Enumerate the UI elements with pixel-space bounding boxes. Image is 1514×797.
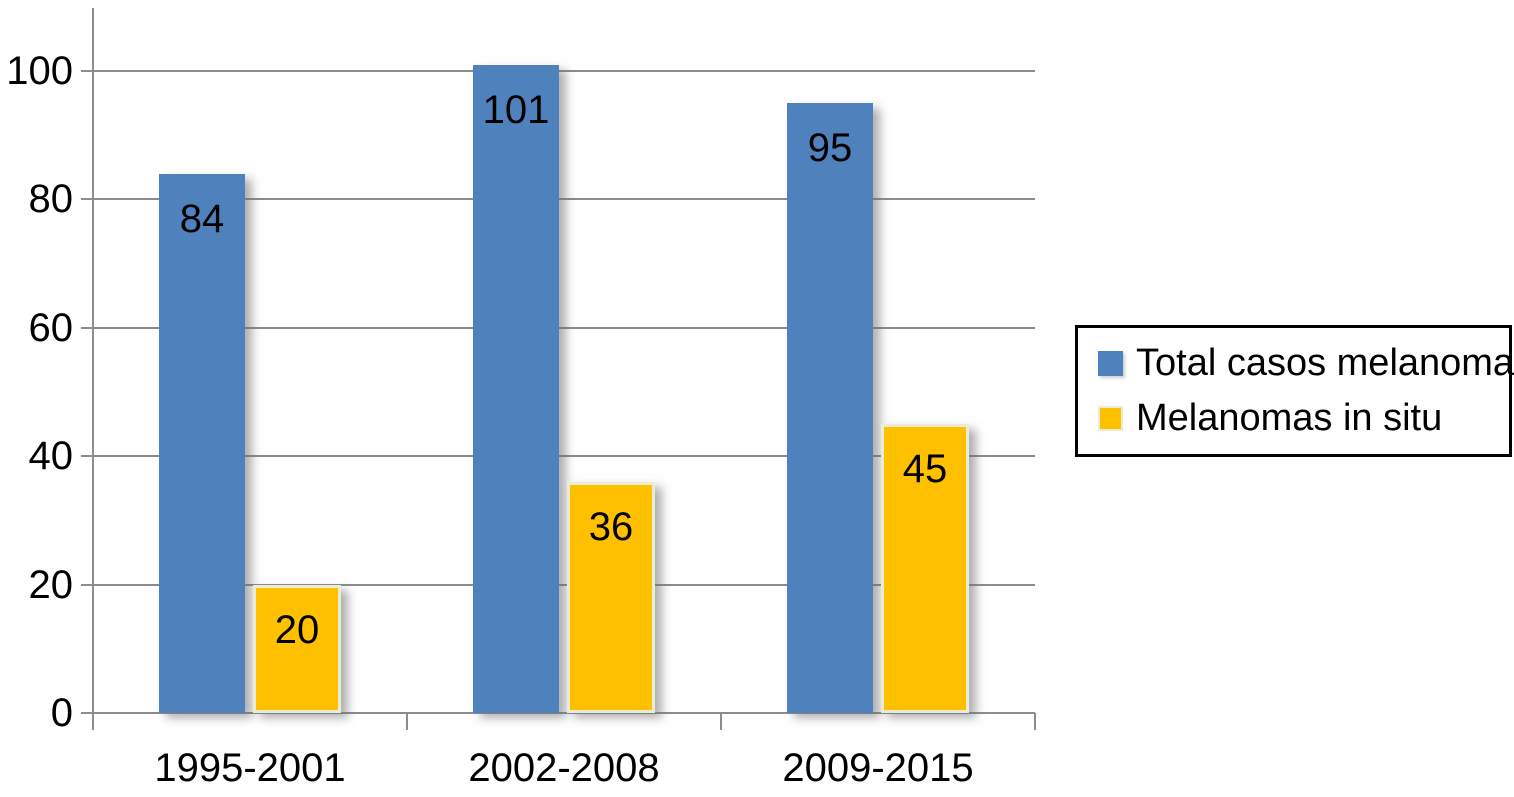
bar-melanomas-in-situ-1995-2001 <box>253 584 341 713</box>
y-tick-label: 0 <box>50 691 73 735</box>
legend: Total casos melanoma Melanomas in situ <box>1075 325 1514 457</box>
bar-value-label: 36 <box>588 504 634 549</box>
bar-value-label: 101 <box>482 87 550 132</box>
x-axis-tick <box>720 713 722 730</box>
legend-swatch-total-casos-melanoma <box>1098 351 1123 376</box>
bar-total-casos-melanoma-1995-2001 <box>159 173 245 713</box>
y-tick-label: 40 <box>28 434 74 479</box>
bar-total-casos-melanoma-2002-2008 <box>473 64 559 713</box>
bar-value-label: 95 <box>807 126 853 171</box>
y-tick-label: 20 <box>28 562 74 607</box>
bar-value-label: 45 <box>902 447 948 492</box>
y-tick-label: 60 <box>28 305 74 350</box>
bar-value-label: 84 <box>179 196 225 241</box>
legend-label-melanomas-in-situ: Melanomas in situ <box>1136 397 1443 439</box>
x-axis-tick <box>1034 713 1036 730</box>
x-category-label: 1995-2001 <box>154 746 346 790</box>
legend-label-total-casos-melanoma: Total casos melanoma <box>1136 342 1514 384</box>
y-axis <box>92 8 94 730</box>
bar-melanomas-in-situ-2009-2015 <box>881 424 969 713</box>
bar-melanomas-in-situ-2002-2008 <box>567 481 655 713</box>
x-axis-tick <box>406 713 408 730</box>
x-category-label: 2009-2015 <box>782 746 974 790</box>
bar-total-casos-melanoma-2009-2015 <box>787 103 873 713</box>
x-axis-tick <box>92 713 94 730</box>
legend-item-melanomas-in-situ: Melanomas in situ <box>1098 397 1509 440</box>
y-tick-label: 80 <box>28 177 74 222</box>
y-tick-label: 100 <box>6 49 73 93</box>
legend-item-total-casos-melanoma: Total casos melanoma <box>1098 342 1514 385</box>
bar-value-label: 20 <box>274 607 320 652</box>
legend-swatch-melanomas-in-situ <box>1098 406 1123 431</box>
x-axis-line <box>81 712 1035 714</box>
x-category-label: 2002-2008 <box>468 746 660 790</box>
